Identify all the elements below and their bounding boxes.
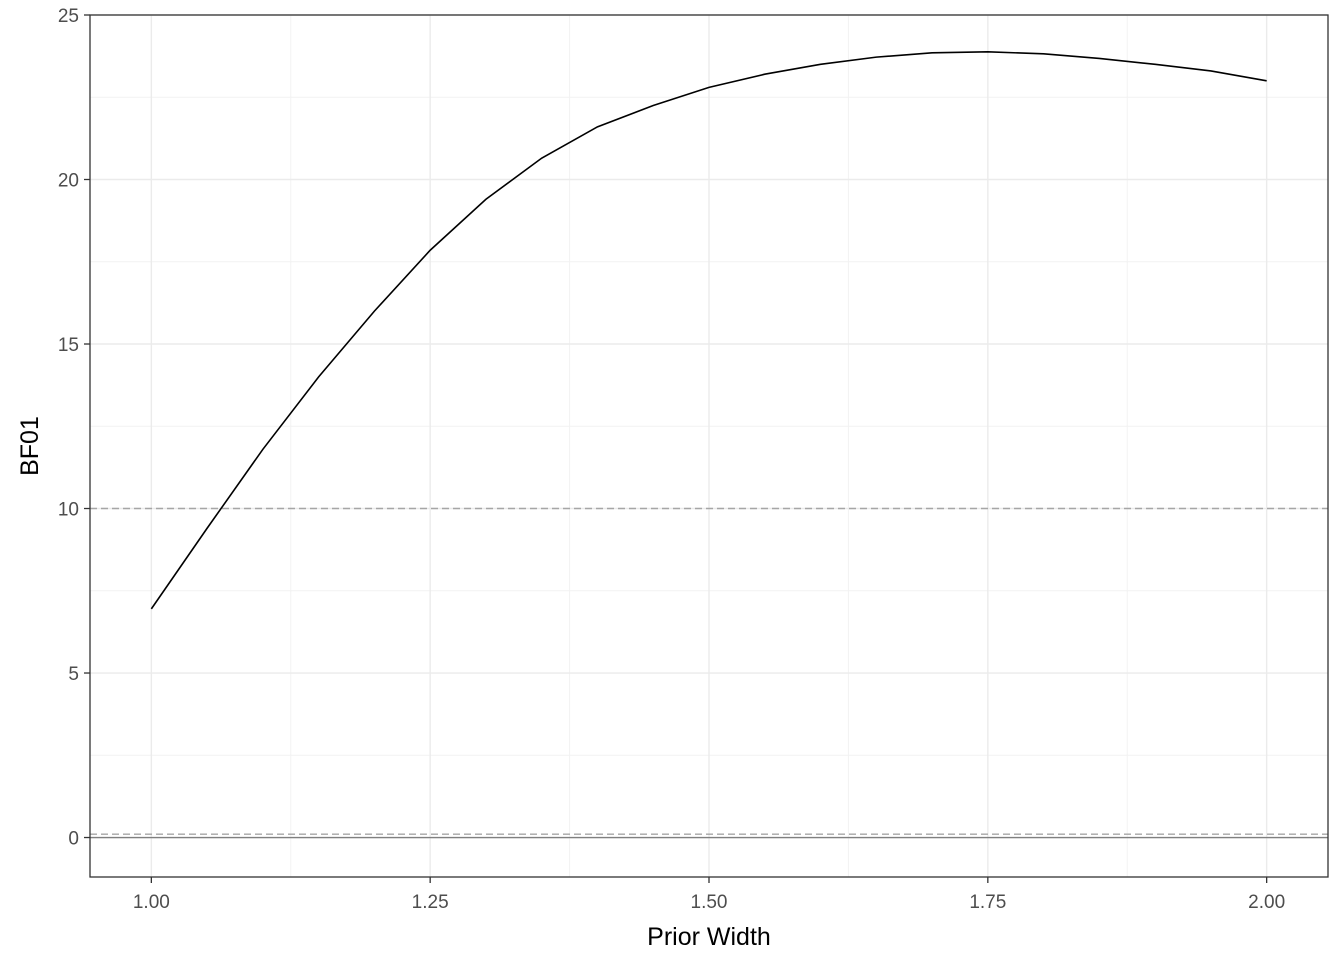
y-axis-ticks: 0 5 10 15 20 25 xyxy=(58,6,90,850)
y-tick-label: 10 xyxy=(58,500,79,521)
x-tick-label: 1.00 xyxy=(133,892,170,913)
x-tick-label: 1.25 xyxy=(412,892,449,913)
x-axis-ticks: 1.00 1.25 1.50 1.75 2.00 xyxy=(133,877,1285,913)
y-tick-label: 5 xyxy=(68,664,79,685)
y-axis-title: BF01 xyxy=(16,416,44,476)
bf01-series-line xyxy=(150,51,1267,610)
y-tick-label: 20 xyxy=(58,171,79,192)
x-tick-label: 1.75 xyxy=(969,892,1006,913)
x-tick-label: 2.00 xyxy=(1248,892,1285,913)
x-tick-label: 1.50 xyxy=(691,892,728,913)
x-axis-title: Prior Width xyxy=(647,923,771,951)
y-tick-label: 15 xyxy=(58,335,79,356)
y-tick-label: 25 xyxy=(58,6,79,27)
y-tick-label: 0 xyxy=(68,829,79,850)
reference-lines xyxy=(90,507,1328,839)
